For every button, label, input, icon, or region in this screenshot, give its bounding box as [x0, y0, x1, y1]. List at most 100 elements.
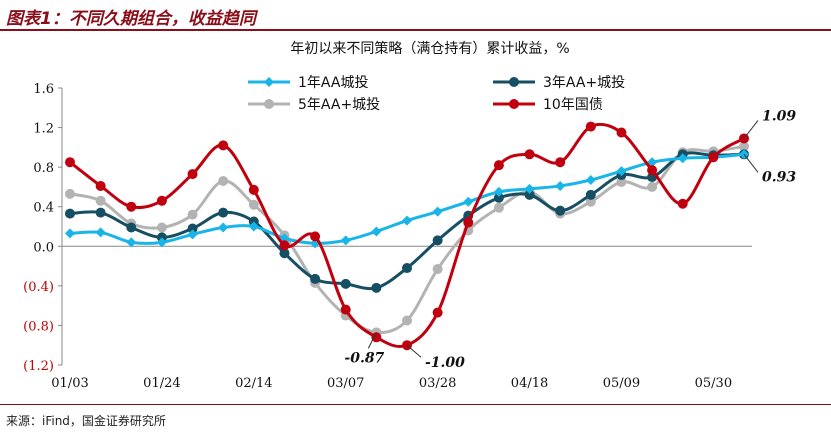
data-point	[95, 195, 106, 206]
data-point	[218, 140, 229, 151]
data-point	[524, 189, 535, 200]
data-point	[524, 183, 535, 194]
data-point	[65, 157, 75, 168]
legend: 1年AA城投 3年AA+城投 5年AA+城投 10年国债	[248, 75, 625, 113]
chart-title: 年初以来不同策略（满仓持有）累计收益，%	[290, 40, 569, 57]
x-tick-label: 01/24	[143, 376, 180, 391]
source-note: 来源：iFind，国金证券研究所	[6, 414, 166, 428]
data-point	[493, 160, 504, 171]
data-point	[187, 209, 198, 220]
data-point	[585, 189, 596, 200]
annotation-label: -0.87	[344, 350, 384, 366]
data-point	[248, 221, 259, 232]
data-point	[340, 278, 351, 289]
annotation-leader	[743, 153, 759, 173]
data-point	[463, 217, 474, 228]
data-point	[65, 228, 75, 239]
data-point	[402, 215, 412, 226]
data-point	[493, 192, 504, 203]
annotation-label: 0.93	[762, 169, 796, 185]
data-point	[126, 201, 137, 212]
legend-label: 1年AA城投	[298, 75, 368, 91]
data-point	[95, 227, 106, 238]
legend-swatch-marker	[509, 99, 519, 109]
data-point	[555, 157, 566, 168]
y-tick-label: (1.2)	[23, 359, 54, 374]
header-rule	[0, 29, 831, 31]
annotation-label: -1.00	[425, 355, 465, 371]
data-point	[493, 202, 504, 213]
data-point	[156, 237, 167, 248]
data-point	[218, 175, 229, 186]
data-point	[647, 165, 658, 176]
data-point	[310, 273, 321, 284]
x-tick-label: 05/30	[695, 376, 732, 391]
data-point	[371, 332, 382, 343]
series-1	[65, 149, 749, 249]
data-point	[65, 208, 75, 219]
y-tick-label: 1.6	[33, 82, 54, 97]
series-lines	[65, 121, 749, 351]
legend-swatch-marker	[264, 99, 274, 109]
x-tick-label: 03/28	[419, 376, 456, 391]
data-point	[616, 127, 627, 138]
data-point	[248, 184, 259, 195]
footer-rule	[0, 404, 831, 405]
data-point	[432, 307, 443, 318]
data-point	[340, 235, 351, 246]
x-tick-label: 02/14	[235, 376, 272, 391]
annotation-label: 1.09	[762, 108, 796, 124]
data-point	[279, 240, 290, 251]
annotation-leader	[406, 344, 422, 358]
series-4	[65, 121, 749, 351]
data-point	[555, 180, 566, 191]
x-tick-label: 05/09	[603, 376, 640, 391]
figure-title: 图表1：不同久期组合，收益趋同	[6, 9, 256, 29]
cumulative-return-chart: 年初以来不同策略（满仓持有）累计收益，% 1.6 1.2 0.8 0.4 0.0 (0.4…	[23, 40, 796, 391]
x-axis: 01/03 01/24 02/14 03/07 03/28 04/18 05/09 05/30	[51, 245, 752, 391]
data-point	[156, 195, 167, 206]
data-point	[432, 264, 443, 275]
data-point	[739, 149, 749, 160]
y-tick-label: 1.2	[33, 122, 54, 137]
data-point	[156, 222, 167, 233]
data-point	[555, 205, 566, 216]
y-tick-label: 0.0	[33, 240, 54, 255]
data-point	[677, 198, 688, 209]
y-tick-label: 0.4	[33, 201, 54, 216]
data-point	[616, 166, 627, 177]
data-point	[248, 199, 259, 210]
legend-swatch-marker	[264, 77, 274, 87]
data-point	[739, 141, 749, 152]
data-point	[677, 153, 688, 164]
x-tick-label: 03/07	[327, 376, 364, 391]
data-point	[493, 186, 504, 197]
annotation-leader	[367, 332, 377, 349]
data-point	[187, 223, 198, 234]
y-axis: 1.6 1.2 0.8 0.4 0.0 (0.4) (0.8) (1.2)	[23, 82, 63, 374]
y-tick-label: (0.4)	[23, 280, 54, 295]
data-point	[432, 206, 443, 217]
data-point	[616, 176, 627, 187]
data-point	[340, 304, 351, 315]
legend-label: 3年AA+城投	[543, 75, 625, 91]
data-point	[126, 222, 137, 233]
figure-header: 图表1：不同久期组合，收益趋同	[0, 0, 831, 31]
data-point	[279, 248, 290, 259]
y-tick-label: (0.8)	[23, 319, 54, 334]
data-point	[310, 231, 321, 242]
data-point	[585, 121, 596, 132]
data-point	[218, 207, 229, 218]
annotation-leader	[743, 120, 759, 139]
legend-label: 10年国债	[543, 97, 603, 113]
data-point	[187, 169, 198, 180]
legend-label: 5年AA+城投	[298, 97, 380, 113]
data-point	[432, 235, 443, 246]
data-point	[647, 181, 658, 192]
data-point	[371, 282, 382, 293]
data-point	[95, 180, 106, 191]
figure-footer: 来源：iFind，国金证券研究所	[0, 404, 831, 435]
data-point	[126, 237, 137, 248]
data-point	[187, 229, 198, 240]
data-point	[218, 222, 229, 233]
